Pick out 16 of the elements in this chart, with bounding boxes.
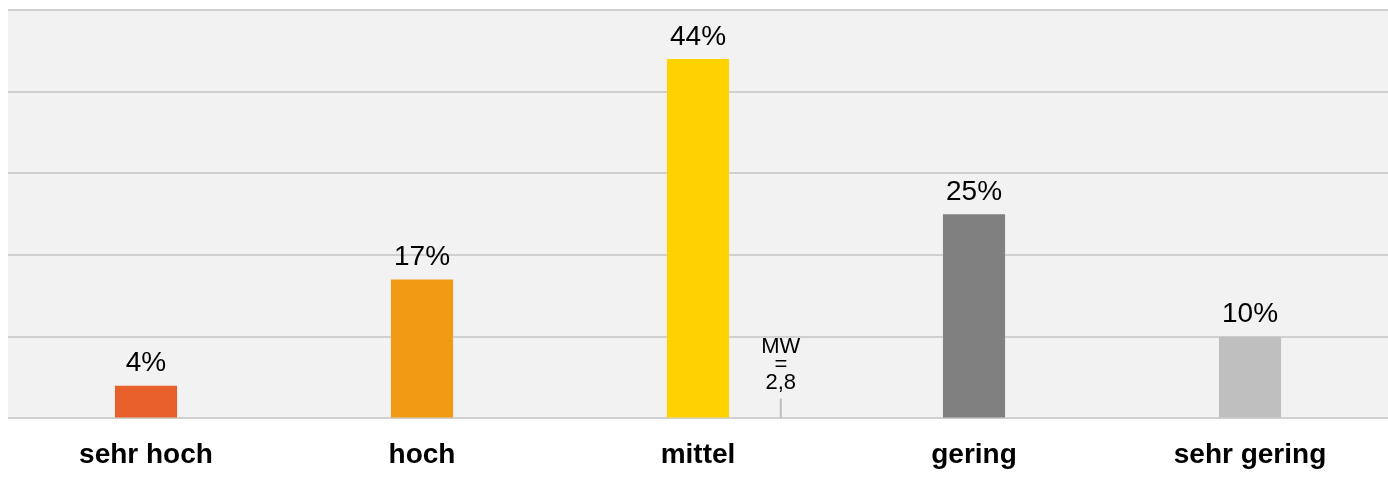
bar: [666, 59, 730, 418]
bar: [114, 385, 178, 418]
x-tick-label: mittel: [660, 437, 736, 469]
data-label: 10%: [1221, 297, 1279, 329]
x-tick-label: sehr gering: [1173, 437, 1327, 469]
data-label: 25%: [945, 174, 1003, 206]
bar: [390, 279, 454, 418]
data-label: 17%: [393, 240, 451, 272]
bar: [1218, 336, 1282, 418]
x-tick-label: sehr hoch: [79, 437, 213, 469]
data-label: 4%: [125, 346, 167, 378]
x-tick-label: gering: [931, 437, 1017, 469]
data-label: 44%: [669, 19, 727, 51]
annotation: MW = 2,8: [761, 333, 801, 395]
x-tick-label: hoch: [388, 437, 456, 469]
bar: [942, 214, 1006, 418]
